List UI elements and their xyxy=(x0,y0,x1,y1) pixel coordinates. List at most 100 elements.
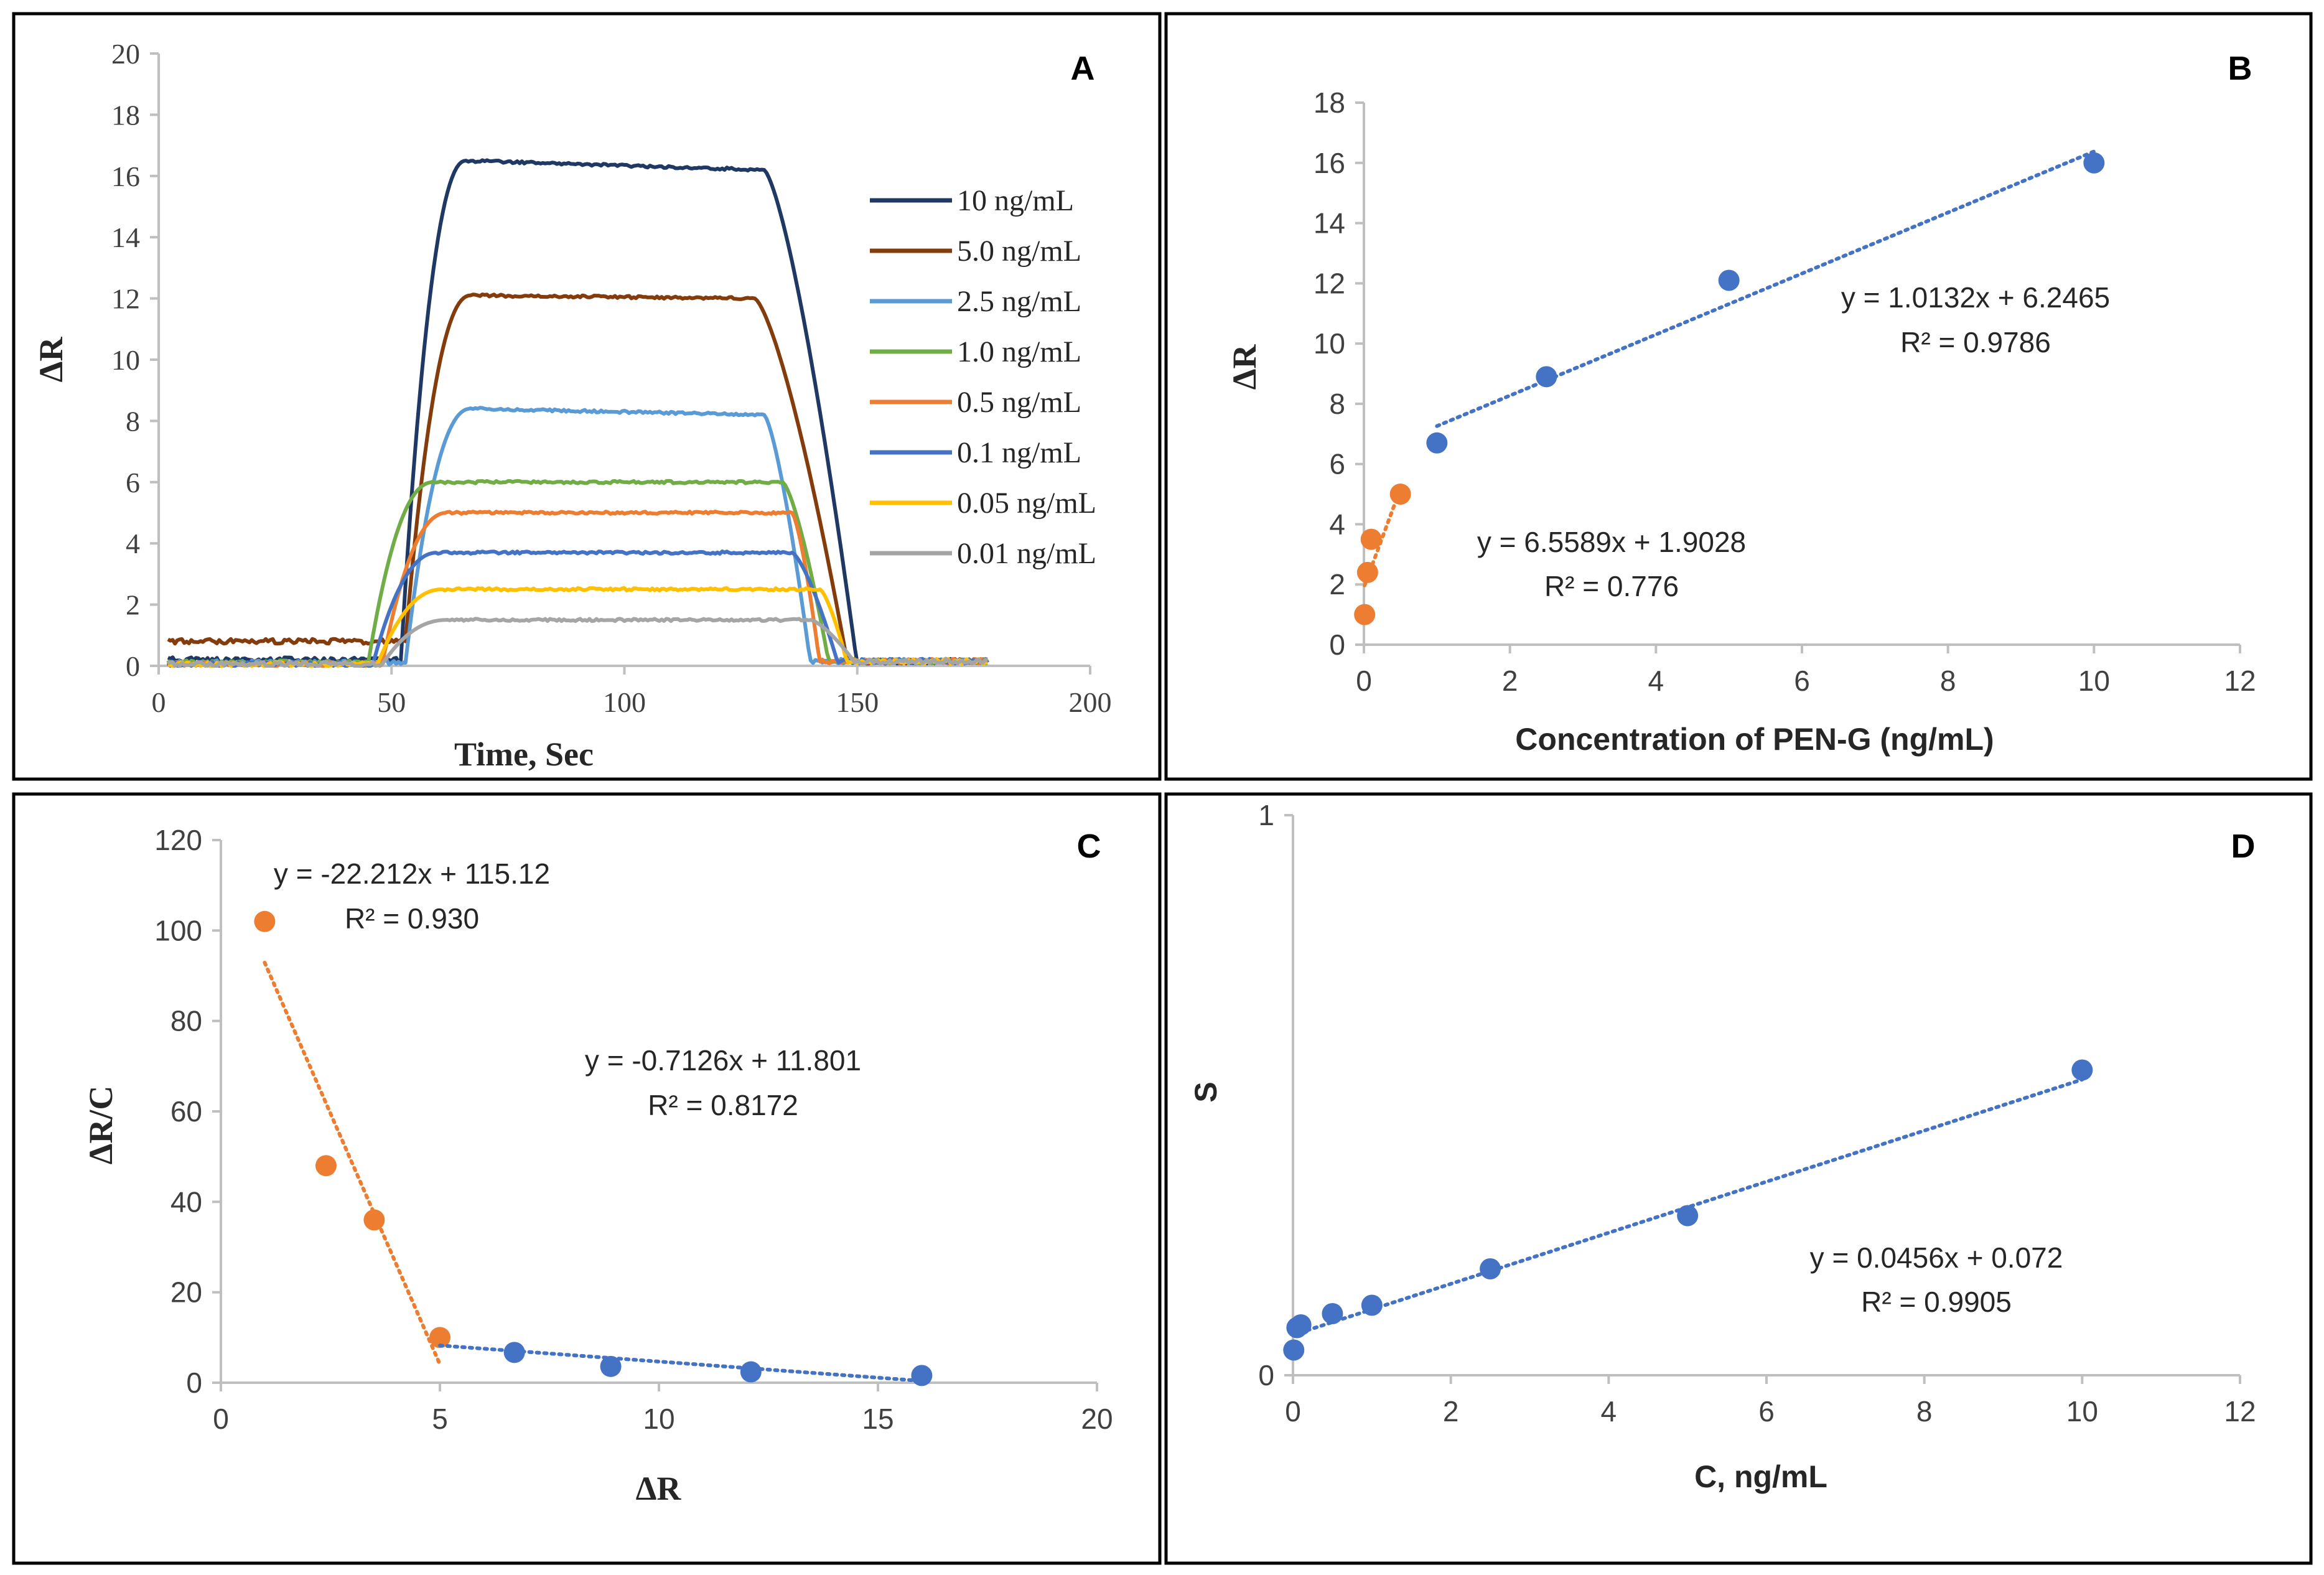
chart-b-data-point xyxy=(1536,366,1557,388)
chart-b-data-point xyxy=(1360,528,1382,550)
chart-a-legend-label: 5.0 ng/mL xyxy=(957,235,1081,268)
chart-b-y-tick-label: 18 xyxy=(1314,86,1345,119)
chart-a-series-line xyxy=(167,158,989,666)
chart-a-legend-label: 10 ng/mL xyxy=(957,184,1074,217)
chart-a-y-tick-label: 14 xyxy=(111,222,140,253)
chart-d-r2: R² = 0.9905 xyxy=(1861,1286,2012,1318)
chart-d-data-point xyxy=(2071,1059,2093,1081)
chart-b-data-point xyxy=(1389,484,1411,505)
chart-c-xlabel: ΔR xyxy=(636,1470,682,1507)
panel-d-border xyxy=(1164,792,2313,1565)
chart-d-x-tick-label: 2 xyxy=(1443,1395,1459,1428)
chart-a-x-tick-label: 0 xyxy=(152,686,166,718)
chart-d-y-tick-label: 1 xyxy=(1258,799,1274,831)
chart-a-legend-label: 0.05 ng/mL xyxy=(957,487,1096,520)
chart-a-y-tick-label: 18 xyxy=(111,99,140,131)
chart-d-data-point xyxy=(1361,1294,1383,1316)
chart-b-eq-low: y = 6.5589x + 1.9028 xyxy=(1477,526,1746,558)
chart-d-x-tick-label: 8 xyxy=(1916,1395,1933,1428)
chart-c-r2-high: R² = 0.8172 xyxy=(648,1089,798,1121)
chart-a-series-line xyxy=(166,406,988,667)
chart-a-series-line xyxy=(167,292,989,666)
chart-a-series-line xyxy=(166,479,988,667)
chart-b-x-tick-label: 10 xyxy=(2078,665,2110,697)
chart-b: 0 2 4 6 8 10 12 0 2 4 6 8 10 12 14 16 18 xyxy=(1314,86,2256,697)
chart-b-y-tick-label: 8 xyxy=(1329,388,1345,420)
panel-c-letter: C xyxy=(1077,828,1101,865)
chart-c-trendline xyxy=(263,960,442,1367)
chart-d-data-point xyxy=(1290,1314,1312,1335)
chart-c-data-point xyxy=(600,1355,622,1377)
chart-b-r2-high: R² = 0.9786 xyxy=(1900,326,2051,358)
panel-b-border xyxy=(1164,12,2313,781)
chart-a-legend-label: 0.1 ng/mL xyxy=(957,436,1081,469)
chart-b-data-point xyxy=(1356,561,1378,583)
chart-a-y-tick-label: 16 xyxy=(111,161,140,192)
chart-c-x-tick-label: 20 xyxy=(1081,1403,1113,1435)
chart-c-y-tick-label: 0 xyxy=(186,1367,202,1399)
panel-d-letter: D xyxy=(2231,828,2256,865)
chart-b-y-tick-label: 0 xyxy=(1329,629,1345,661)
chart-c-y-tick-label: 20 xyxy=(170,1276,202,1309)
chart-d-data-point xyxy=(1283,1339,1305,1361)
chart-b-data-point xyxy=(1718,269,1740,291)
chart-b-x-tick-label: 2 xyxy=(1502,665,1518,697)
chart-a-y-tick-label: 20 xyxy=(111,38,140,70)
chart-d-ylabel: S xyxy=(1188,1082,1223,1102)
chart-a-xlabel: Time, Sec xyxy=(454,736,594,773)
chart-a-ylabel: ΔR xyxy=(32,337,70,383)
chart-b-ylabel: ΔR xyxy=(1226,344,1263,390)
chart-c-r2-low: R² = 0.930 xyxy=(345,902,479,935)
chart-b-x-tick-label: 12 xyxy=(2224,665,2256,697)
chart-d-x-tick-label: 12 xyxy=(2224,1395,2256,1428)
chart-d-x-tick-label: 6 xyxy=(1758,1395,1775,1428)
chart-d-data-point xyxy=(1322,1303,1343,1324)
chart-a-legend-label: 0.5 ng/mL xyxy=(957,386,1081,419)
chart-c-eq-high: y = -0.7126x + 11.801 xyxy=(585,1044,861,1077)
chart-a-legend-label: 2.5 ng/mL xyxy=(957,285,1081,318)
chart-a-y-tick-label: 2 xyxy=(126,589,140,621)
chart-c-ylabel: ΔR/C xyxy=(82,1086,119,1165)
chart-a-y-tick-label: 4 xyxy=(126,528,140,559)
chart-c-eq-low: y = -22.212x + 115.12 xyxy=(274,858,550,890)
chart-b-r2-low: R² = 0.776 xyxy=(1544,570,1679,602)
chart-d-eq: y = 0.0456x + 0.072 xyxy=(1810,1241,2063,1274)
chart-b-y-tick-label: 6 xyxy=(1329,448,1345,480)
chart-c-data-point xyxy=(503,1342,525,1363)
chart-a-y-tick-label: 10 xyxy=(111,344,140,376)
chart-d: 0 2 4 6 8 10 12 0 1 xyxy=(1258,799,2256,1428)
chart-a-x-tick-label: 50 xyxy=(377,686,406,718)
chart-c-y-tick-label: 120 xyxy=(154,824,202,856)
chart-c: 0 5 10 15 20 0 20 40 60 80 100 120 xyxy=(154,824,1113,1435)
chart-a-x-tick-label: 100 xyxy=(603,686,646,718)
chart-d-x-tick-label: 4 xyxy=(1601,1395,1617,1428)
chart-a-x-tick-label: 150 xyxy=(836,686,879,718)
panel-a-border xyxy=(12,12,1162,781)
chart-c-data-point xyxy=(254,910,276,932)
chart-c-x-tick-label: 5 xyxy=(432,1403,448,1435)
chart-c-y-tick-label: 40 xyxy=(170,1185,202,1218)
chart-a-y-tick-label: 6 xyxy=(126,467,140,498)
chart-d-x-tick-label: 0 xyxy=(1285,1395,1301,1428)
chart-d-xlabel: C, ng/mL xyxy=(1694,1459,1827,1494)
chart-b-x-tick-label: 0 xyxy=(1356,665,1372,697)
chart-c-data-point xyxy=(740,1361,762,1383)
chart-a-y-tick-label: 12 xyxy=(111,283,140,315)
panel-a-letter: A xyxy=(1071,50,1095,87)
chart-b-y-tick-label: 16 xyxy=(1314,147,1345,179)
chart-b-x-tick-label: 4 xyxy=(1648,665,1664,697)
chart-b-x-tick-label: 8 xyxy=(1940,665,1956,697)
chart-c-y-tick-label: 100 xyxy=(154,914,202,946)
chart-b-x-tick-label: 6 xyxy=(1794,665,1810,697)
chart-c-data-point xyxy=(315,1155,337,1177)
chart-c-data-point xyxy=(911,1365,933,1386)
chart-b-y-tick-label: 12 xyxy=(1314,267,1345,299)
chart-c-x-tick-label: 10 xyxy=(643,1403,674,1435)
chart-a-y-tick-label: 8 xyxy=(126,405,140,437)
chart-a-series-line xyxy=(167,617,989,668)
chart-a-legend-label: 1.0 ng/mL xyxy=(957,335,1081,368)
panel-c-border xyxy=(12,792,1162,1565)
chart-b-eq-high: y = 1.0132x + 6.2465 xyxy=(1841,281,2110,314)
chart-b-y-tick-label: 4 xyxy=(1329,508,1345,540)
